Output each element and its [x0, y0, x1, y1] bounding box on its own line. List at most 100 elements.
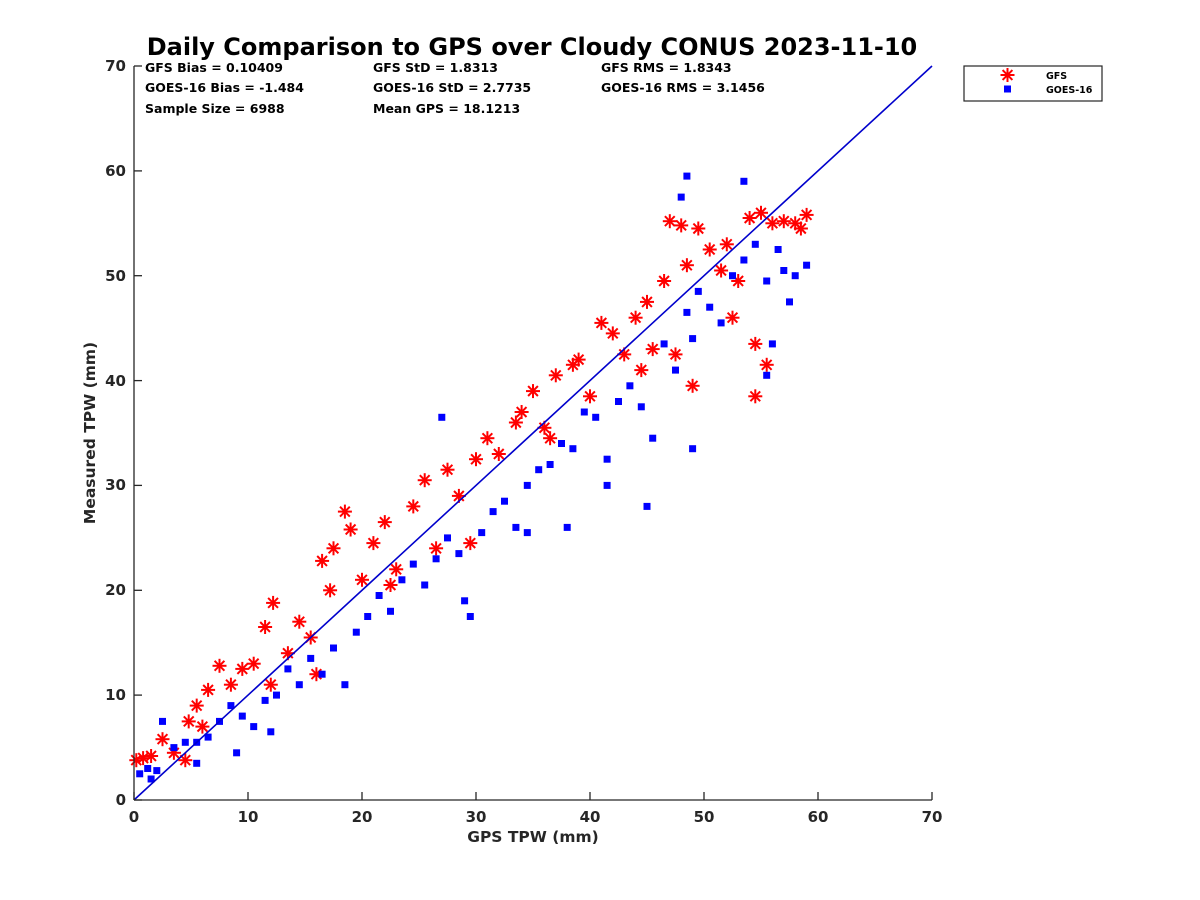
gfs-point [685, 378, 700, 393]
y-tick-label: 50 [105, 267, 126, 285]
gfs-point [383, 578, 398, 592]
gfs-point [355, 572, 369, 587]
gfs-point [263, 677, 278, 692]
goes16-point [786, 298, 793, 306]
gfs-point [645, 342, 660, 357]
gfs-point [543, 431, 558, 446]
stat-sample-size: Sample Size = 6988 [145, 101, 285, 116]
goes16-point [438, 413, 446, 421]
stat-goes16-rms: GOES-16 RMS = 3.1456 [601, 80, 765, 95]
goes16-point [774, 246, 782, 253]
stats-block: GFS Bias = 0.10409 GFS StD = 1.8313 GFS … [145, 60, 765, 116]
goes16-point [763, 371, 771, 379]
goes16-point [689, 335, 697, 343]
chart-title: Daily Comparison to GPS over Cloudy CONU… [147, 33, 918, 61]
goes16-point [341, 681, 349, 689]
legend: GFS GOES-16 [963, 65, 1103, 102]
goes16-point [563, 523, 571, 531]
goes16-point [227, 702, 235, 710]
gfs-point [714, 263, 729, 278]
goes16-point [740, 256, 748, 264]
x-axis-ticks: 0 10 20 30 40 50 60 70 [129, 792, 942, 826]
goes16-point [751, 240, 759, 248]
goes16-point [558, 440, 565, 447]
y-axis-ticks: 0 10 20 30 40 50 60 70 [105, 57, 142, 809]
y-tick-label: 60 [105, 162, 126, 180]
gfs-point [668, 347, 683, 362]
goes16-point [803, 261, 811, 269]
x-axis-label: GPS TPW (mm) [467, 828, 599, 846]
goes16-point [273, 691, 280, 699]
goes16-point [295, 681, 303, 689]
gfs-point [702, 242, 717, 257]
goes16-point [592, 413, 600, 421]
goes16-point [677, 193, 685, 201]
goes16-point [284, 665, 292, 673]
goes16-point [153, 767, 161, 775]
goes16-point [421, 581, 429, 589]
gfs-point [463, 536, 478, 551]
gfs-point [155, 732, 170, 747]
gfs-point [799, 207, 814, 222]
x-tick-label: 30 [466, 808, 487, 826]
goes16-point [694, 287, 702, 295]
stat-mean-gps: Mean GPS = 18.1213 [373, 101, 520, 116]
gfs-point [662, 214, 677, 229]
x-tick-label: 20 [352, 808, 373, 826]
legend-goes16-label: GOES-16 [1046, 85, 1093, 96]
y-axis-label: Measured TPW (mm) [81, 342, 99, 524]
goes16-point [181, 738, 189, 746]
gfs-point [292, 614, 307, 629]
y-tick-label: 40 [105, 372, 126, 390]
goes16-point [352, 628, 360, 636]
gfs-point [548, 368, 563, 383]
legend-box [963, 65, 1103, 102]
goes16-point [444, 534, 451, 542]
gfs-point [594, 315, 609, 330]
goes16-point [147, 775, 155, 783]
goes16-point [238, 712, 246, 720]
goes16-point [626, 382, 634, 390]
goes16-point [136, 770, 144, 778]
gfs-series [129, 205, 814, 768]
goes16-point [683, 308, 691, 316]
gfs-point [759, 357, 774, 372]
gfs-point [337, 504, 352, 519]
goes16-point [569, 445, 577, 453]
goes16-point [267, 728, 275, 736]
gfs-point [417, 473, 432, 488]
legend-goes16-marker [1004, 85, 1011, 93]
goes16-point [512, 523, 520, 531]
goes16-point [523, 481, 531, 489]
y-tick-label: 20 [105, 581, 126, 599]
goes16-point [523, 529, 531, 537]
gfs-point [181, 714, 196, 729]
goes16-point [791, 272, 799, 280]
gfs-point [674, 218, 689, 233]
y-tick-label: 30 [105, 476, 126, 494]
gfs-point [326, 541, 341, 556]
gfs-point [315, 553, 330, 568]
gfs-point [377, 515, 392, 530]
goes16-point [689, 445, 697, 453]
gfs-point [366, 536, 381, 551]
goes16-point [375, 592, 383, 599]
goes16-point [144, 765, 152, 772]
goes16-point [478, 529, 486, 537]
gfs-point [725, 310, 740, 325]
gfs-point [212, 658, 227, 673]
goes16-point [364, 613, 372, 620]
goes16-point [250, 723, 258, 731]
gfs-point [583, 389, 597, 404]
goes16-point [455, 550, 463, 558]
stat-goes16-bias: GOES-16 Bias = -1.484 [145, 80, 304, 95]
goes16-point [159, 717, 166, 725]
goes16-point [768, 340, 776, 348]
goes16-point [643, 502, 651, 510]
gfs-point [691, 221, 706, 236]
gfs-point [246, 656, 261, 671]
gfs-point [223, 677, 238, 692]
goes16-point [318, 670, 326, 678]
